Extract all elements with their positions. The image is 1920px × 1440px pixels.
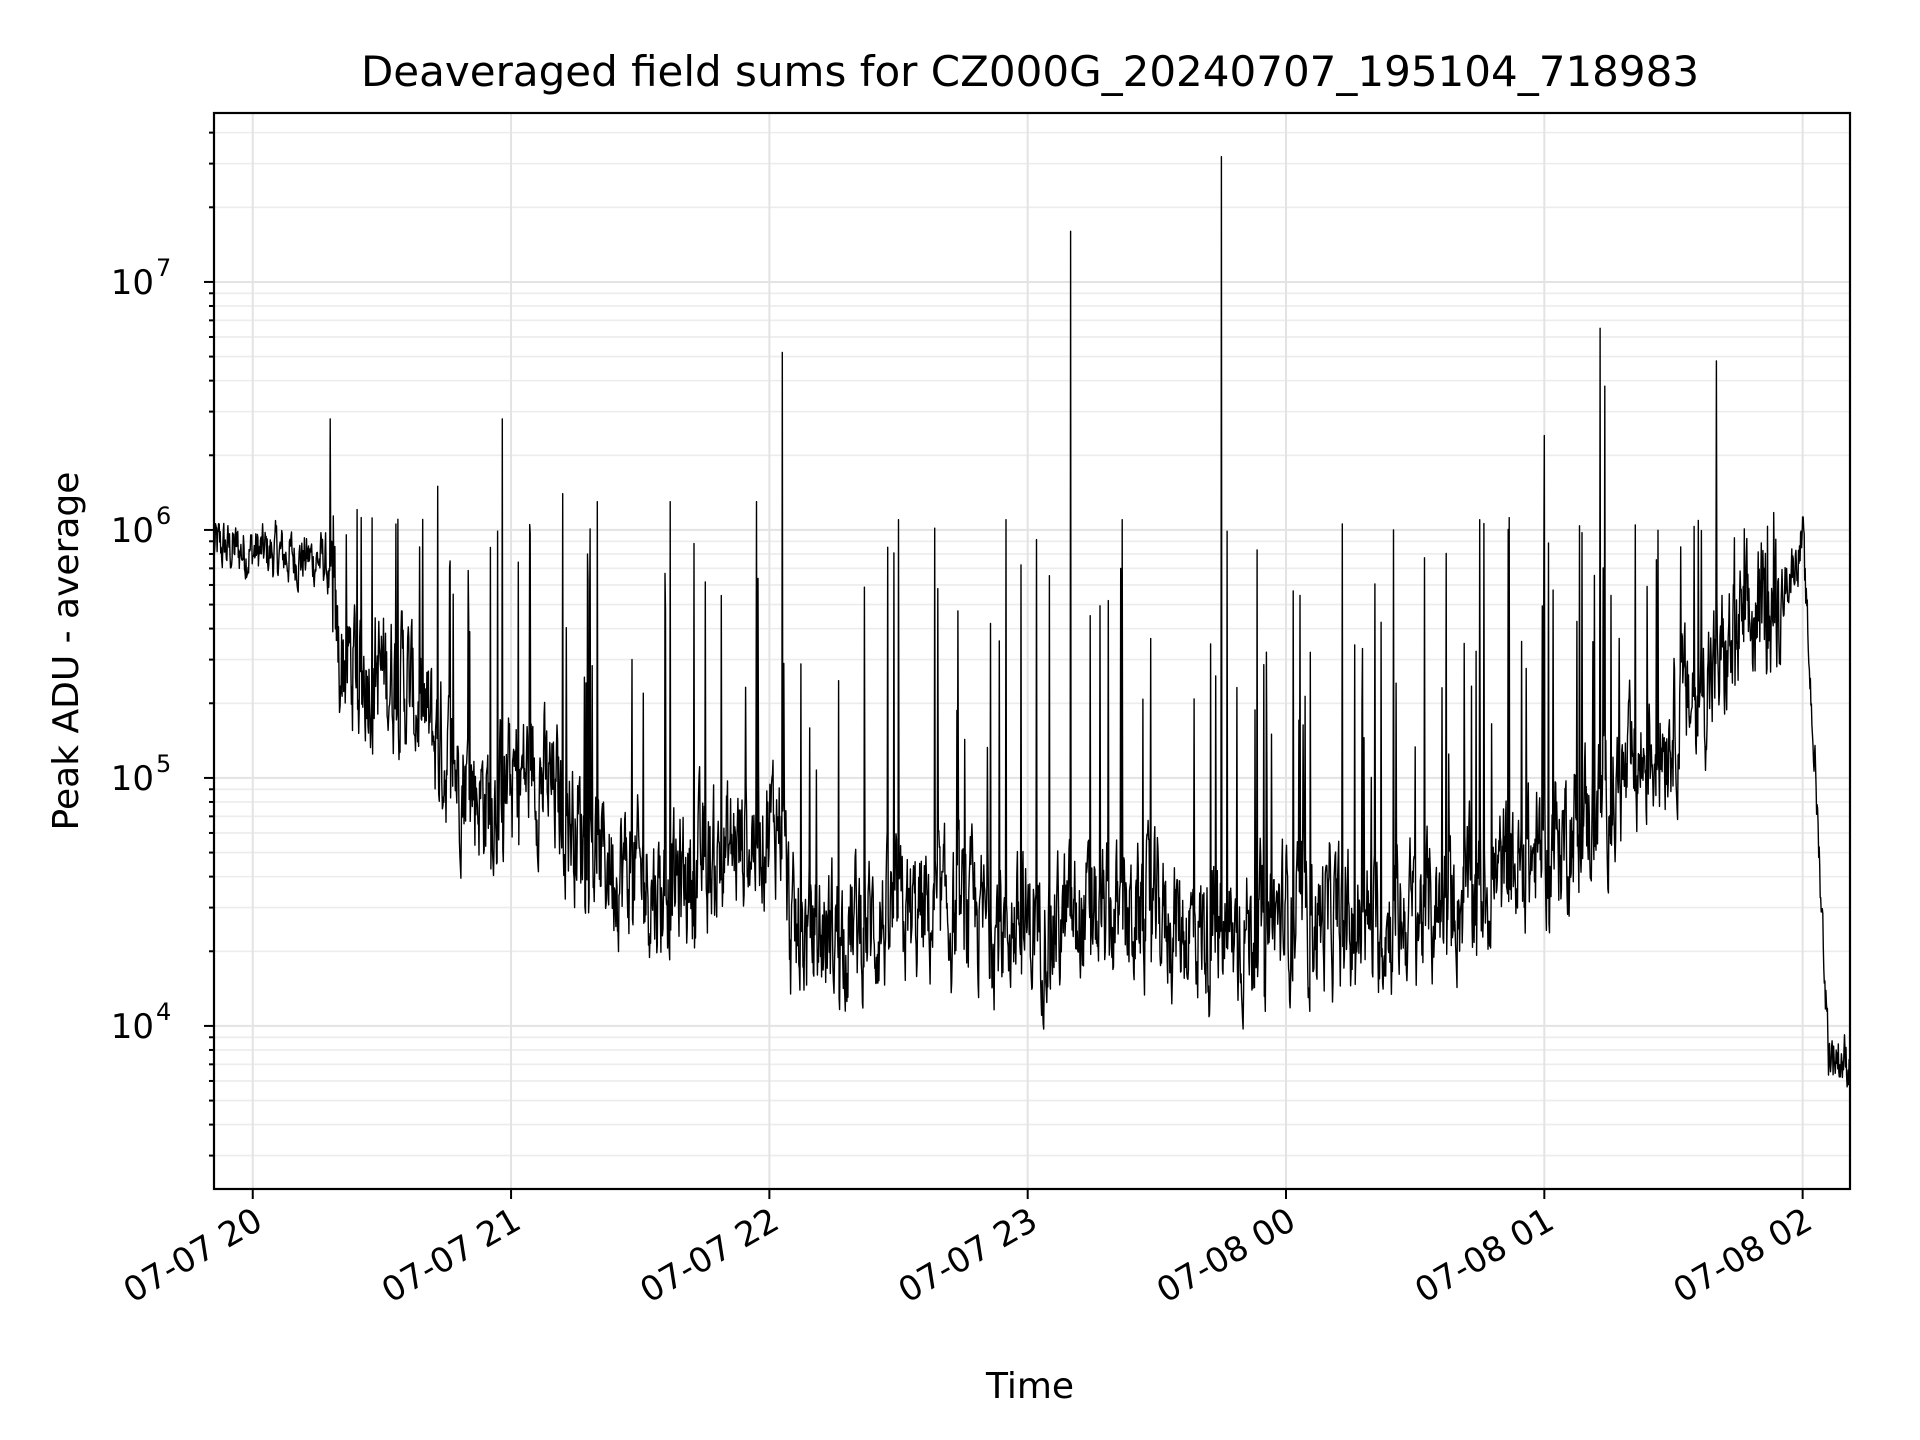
series-layer <box>213 156 1851 1088</box>
y-tick-base: 10 <box>111 759 154 799</box>
x-tick-label: 07-07 20 <box>117 1200 269 1311</box>
x-tick-label: 07-07 23 <box>892 1200 1044 1311</box>
y-tick-label: 10 5 <box>111 750 172 799</box>
y-tick-exponent: 5 <box>156 750 171 778</box>
y-tick-base: 10 <box>111 263 154 303</box>
y-tick-label: 10 7 <box>111 254 172 303</box>
y-tick-base: 10 <box>111 511 154 551</box>
y-tick-label: 10 4 <box>111 998 172 1047</box>
y-tick-base: 10 <box>111 1007 154 1047</box>
x-axis-label: Time <box>985 1366 1074 1407</box>
x-tick-label: 07-07 21 <box>375 1200 527 1311</box>
x-tick-label: 07-07 22 <box>633 1200 785 1311</box>
y-tick-label: 10 6 <box>111 502 172 551</box>
chart-title: Deaveraged field sums for CZ000G_2024070… <box>361 47 1699 96</box>
y-axis-label: Peak ADU - average <box>46 472 87 831</box>
x-axis: 07-07 20 07-07 21 07-07 22 07-07 23 07-08 00… <box>117 1189 1819 1311</box>
x-tick-label: 07-08 01 <box>1408 1200 1560 1311</box>
y-tick-exponent: 7 <box>156 254 171 282</box>
plot-frame <box>212 111 1852 1191</box>
y-tick-exponent: 4 <box>156 998 171 1026</box>
x-tick-label: 07-08 00 <box>1150 1200 1302 1311</box>
x-tick-label: 07-08 02 <box>1667 1200 1819 1311</box>
y-tick-exponent: 6 <box>156 502 171 530</box>
series-line <box>213 156 1851 1088</box>
